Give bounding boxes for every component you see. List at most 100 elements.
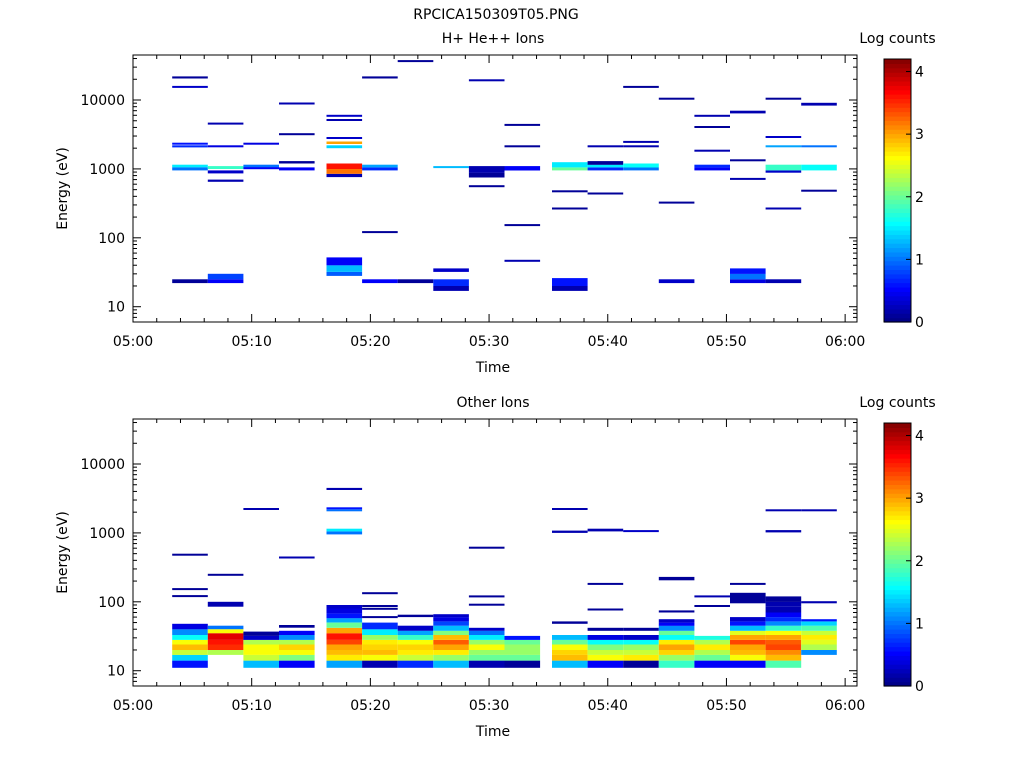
heatmap-cell <box>326 660 363 668</box>
colorbar-step <box>884 243 911 249</box>
heatmap-cell <box>587 608 624 611</box>
colorbar-step <box>884 493 911 499</box>
heatmap-cell <box>207 639 244 645</box>
heatmap-cell <box>243 650 279 655</box>
colorbar-step <box>884 186 911 192</box>
heatmap-cell <box>279 635 315 640</box>
colorbar-step <box>884 208 911 214</box>
heatmap-cell <box>433 614 469 618</box>
colorbar-step <box>884 550 911 556</box>
heatmap-cell <box>362 76 398 79</box>
heatmap-cell <box>433 654 469 661</box>
heatmap-cell <box>468 644 505 650</box>
colorbar-step <box>884 545 911 551</box>
heatmap-cell <box>504 259 541 262</box>
heatmap-cell <box>765 279 802 284</box>
heatmap-cell <box>765 530 802 533</box>
panel-1: H+ He++ Ions 05:00 05:10 05:20 05:30 05:40 05:… <box>55 31 936 376</box>
heatmap-cell <box>801 164 837 171</box>
heatmap-cell <box>765 621 802 626</box>
heatmap-cell <box>326 141 363 144</box>
heatmap-cell <box>326 265 363 272</box>
heatmap-cell <box>207 625 244 630</box>
heatmap-cell <box>801 635 837 640</box>
heatmap-cell <box>172 167 208 171</box>
x-tick-label: 05:10 <box>232 698 272 714</box>
heatmap-cell <box>623 635 659 640</box>
colorbar-step <box>884 129 911 135</box>
y-tick-label: 10000 <box>80 457 125 473</box>
heatmap-cell <box>765 630 802 635</box>
heatmap-cell <box>694 167 730 171</box>
heatmap-cell <box>587 528 624 532</box>
colorbar-tick-label: 4 <box>915 429 924 445</box>
heatmap-cell <box>730 279 766 284</box>
colorbar-step <box>884 63 911 69</box>
y-tick-label: 10 <box>107 664 125 680</box>
heatmap-cell <box>433 635 469 640</box>
colorbar-step <box>884 278 911 284</box>
heatmap-cell <box>623 163 659 168</box>
x-tick-label: 05:40 <box>588 334 628 350</box>
heatmap-cell <box>172 639 208 645</box>
colorbar-step <box>884 449 911 455</box>
heatmap-cell <box>623 644 659 650</box>
heatmap-cell <box>552 530 588 533</box>
heatmap-cell <box>801 644 837 650</box>
heatmap-cell <box>433 650 469 655</box>
colorbar-step <box>884 225 911 231</box>
colorbar-step <box>884 72 911 78</box>
heatmap-cell <box>730 650 766 655</box>
colorbar-step <box>884 120 911 126</box>
panel-title: Other Ions <box>456 395 529 411</box>
heatmap-cell <box>765 639 802 645</box>
colorbar-step <box>884 484 911 490</box>
heatmap-cell <box>623 85 659 88</box>
heatmap-cell <box>504 660 541 668</box>
colorbar-step <box>884 471 911 477</box>
heatmap-cell <box>397 654 434 661</box>
heatmap-cell <box>587 582 624 585</box>
heatmap-cell <box>587 654 624 661</box>
colorbar-step <box>884 80 911 86</box>
heatmap-cell <box>326 507 363 510</box>
heatmap-cell <box>504 639 541 645</box>
plot-frame <box>132 418 858 687</box>
colorbar-step <box>884 94 911 100</box>
colorbar-step <box>884 633 911 639</box>
colorbar-step <box>884 444 911 450</box>
colorbar-step <box>884 672 911 678</box>
heatmap-cell <box>326 644 363 650</box>
heatmap-cell <box>587 164 624 168</box>
heatmap-cell <box>623 167 659 171</box>
colorbar-step <box>884 304 911 310</box>
heatmap-cells <box>172 487 837 668</box>
heatmap-cell <box>765 617 802 622</box>
colorbar-step <box>884 624 911 630</box>
heatmap-cell <box>765 596 802 602</box>
heatmap-cell <box>172 660 208 668</box>
colorbar-step <box>884 423 911 428</box>
heatmap-cell <box>504 654 541 661</box>
colorbar-step <box>884 89 911 95</box>
heatmap-cell <box>433 630 469 635</box>
colorbar-step <box>884 629 911 634</box>
colorbar-step <box>884 488 911 494</box>
heatmap-cell <box>623 530 659 533</box>
heatmap-cell <box>658 639 695 645</box>
y-tick-label: 1000 <box>89 162 125 178</box>
heatmap-cell <box>587 145 624 148</box>
heatmap-cell <box>694 650 730 655</box>
colorbar-step <box>884 67 911 73</box>
heatmap-cell <box>207 170 244 174</box>
heatmap-cell <box>326 627 363 634</box>
colorbar-step <box>884 212 911 218</box>
heatmap-cell <box>468 630 505 635</box>
heatmap-cell <box>172 76 208 79</box>
colorbar-step <box>884 260 911 266</box>
heatmap-cell <box>243 654 279 661</box>
heatmap-cell <box>801 650 837 655</box>
heatmap-cell <box>730 177 766 180</box>
colorbar: Log counts 0 1 2 3 4 <box>859 395 935 695</box>
heatmap-cell <box>552 621 588 624</box>
